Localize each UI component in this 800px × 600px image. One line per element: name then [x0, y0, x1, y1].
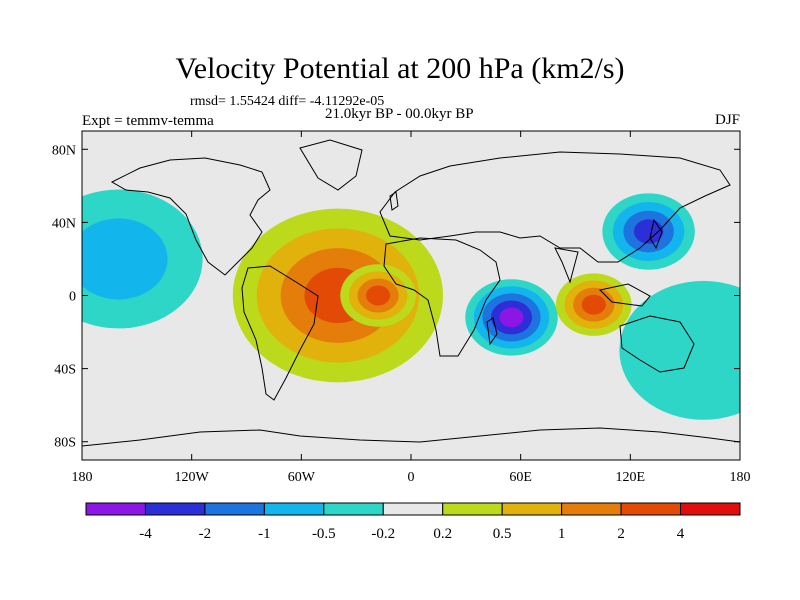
colorbar-swatch — [561, 502, 622, 516]
experiment-label: Expt = temmv-temma — [82, 113, 214, 129]
contour-fields — [82, 189, 740, 420]
plot-area — [82, 131, 740, 460]
coastlines — [82, 139, 740, 447]
lon-tick-label: 60E — [509, 470, 532, 485]
field-center-4 — [602, 193, 695, 270]
lon-tick-label: 180 — [730, 470, 751, 485]
coast-africa — [383, 237, 501, 357]
lat-tick-label: 40S — [54, 363, 76, 378]
field-center-1 — [340, 264, 416, 327]
coast-antarctica — [82, 427, 740, 447]
colorbar-swatch — [204, 502, 265, 516]
field-center-6 — [619, 280, 740, 420]
coast-british-isles — [389, 191, 399, 211]
contour-level-2-4 — [499, 307, 524, 328]
colorbar-swatch — [501, 502, 563, 516]
colorbar-swatch — [263, 502, 325, 516]
lat-tick-label: 80N — [52, 143, 76, 158]
colorbar-swatch — [323, 502, 384, 516]
contour-level-6-0 — [619, 280, 740, 420]
field-center-3 — [555, 273, 632, 336]
lat-tick-label: 40N — [52, 216, 76, 231]
coast-india — [554, 247, 579, 284]
coast-indonesia — [598, 283, 651, 307]
colorbar-label: 4 — [677, 526, 685, 542]
colorbar-label: -0.2 — [371, 526, 395, 542]
stats-label: rmsd= 1.55424 diff= -4.11292e-05 — [190, 94, 385, 109]
lon-tick-label: 120W — [175, 470, 210, 485]
coast-north-america — [110, 157, 271, 276]
lon-tick-label: 120E — [616, 470, 646, 485]
contour-level-5-1 — [82, 218, 168, 300]
contour-level-3-3 — [581, 294, 606, 315]
colorbar-label: 2 — [617, 526, 625, 542]
colorbar-swatch — [442, 502, 503, 516]
colorbar-swatch — [382, 502, 444, 516]
lat-tick-label: 80S — [54, 436, 76, 451]
contour-level-4-3 — [633, 219, 664, 244]
coast-madagascar — [486, 317, 498, 346]
coast-south-america — [241, 265, 319, 401]
field-center-5 — [82, 189, 203, 329]
colorbar-swatch — [680, 502, 741, 516]
lon-tick-label: 180 — [72, 470, 93, 485]
colorbar-label: 1 — [558, 526, 566, 542]
coast-australia — [619, 315, 695, 373]
period-subtitle: 21.0kyr BP - 00.0kyr BP — [325, 106, 474, 122]
lon-tick-label: 60W — [288, 470, 316, 485]
season-label: DJF — [714, 112, 740, 128]
coast-japan — [649, 218, 663, 250]
coast-greenland — [299, 139, 363, 191]
map-title: Velocity Potential at 200 hPa (km2/s) — [175, 52, 625, 85]
colorbar-label: -4 — [139, 526, 152, 542]
colorbar-label: -1 — [258, 526, 271, 542]
colorbar-label: -2 — [199, 526, 212, 542]
colorbar-label: -0.5 — [312, 526, 336, 542]
colorbar-swatch — [620, 502, 682, 516]
coast-eurasia — [379, 151, 731, 263]
lat-tick-label: 0 — [69, 290, 76, 305]
colorbar-label: 0.2 — [433, 526, 452, 542]
colorbar-swatch — [144, 502, 206, 516]
axis-ticks: 180 120W 60W 0 60E 120E 180 80N 40N 0 40S 80S — [52, 131, 751, 485]
lon-tick-label: 0 — [408, 470, 415, 485]
colorbar: -4 -2 -1 -0.5 -0.2 0.2 0.5 1 2 4 — [85, 502, 741, 542]
field-center-2 — [465, 279, 558, 356]
contour-level-1-3 — [366, 285, 391, 306]
colorbar-swatch — [85, 502, 146, 516]
colorbar-label: 0.5 — [493, 526, 512, 542]
